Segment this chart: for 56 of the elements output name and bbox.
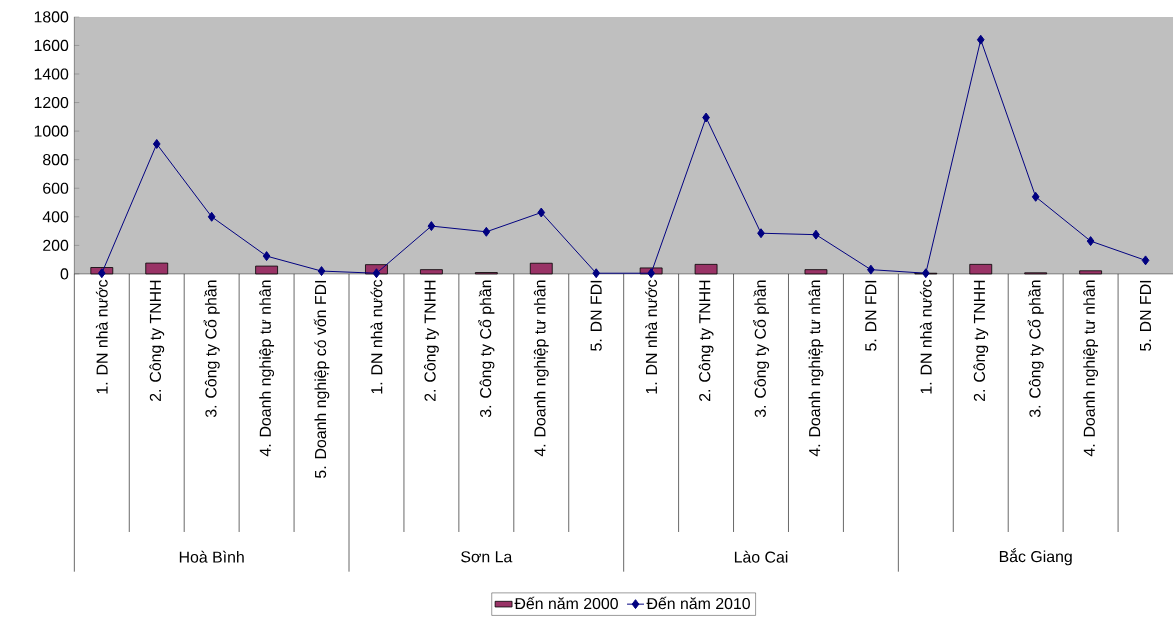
legend-label: Đến năm 2010: [646, 596, 750, 610]
x-tick-label: 4. Doanh nghiệp tư nhân: [259, 280, 275, 457]
x-tick-label: 2. Công ty TNHH: [973, 280, 989, 401]
x-tick-label: 5. DN FDI: [865, 280, 877, 351]
y-tick-label: 1200: [34, 96, 69, 109]
x-tick-label: 1. DN nhà nước: [370, 279, 383, 394]
point: [317, 265, 326, 276]
point: [976, 34, 985, 45]
y-tick-label: 1800: [34, 11, 69, 23]
x-tick-label: 1. DN nhà nước: [645, 279, 658, 394]
point: [757, 228, 765, 239]
point: [592, 268, 601, 279]
point: [1031, 191, 1040, 202]
x-tick-label: 2. Công ty TNHH: [698, 280, 714, 401]
y-tick-label: 1000: [34, 125, 69, 137]
point: [647, 268, 655, 279]
text: Sơn La: [461, 551, 513, 563]
point: [702, 112, 710, 123]
point: [482, 226, 491, 237]
legend-label: Đến năm 2000: [514, 596, 618, 610]
y-tick-label: 0: [60, 268, 69, 280]
point: [537, 207, 546, 218]
x-tick-label: 3. Công ty Cổ phần: [752, 280, 770, 417]
y-tick-label: 600: [43, 182, 69, 194]
x-tick-label: 5. Doanh nghiệp có vốn FDI: [313, 280, 330, 478]
x-tick-label: 3. Công ty Cổ phần: [478, 280, 495, 417]
y-tick-label: 800: [43, 153, 69, 166]
text: Bắc Giang: [999, 548, 1072, 566]
text: Lào Cai: [734, 550, 788, 563]
y-tick-label: 1400: [34, 68, 69, 80]
point: [152, 138, 161, 149]
x-tick-label: 3. Công ty Cổ phần: [203, 280, 220, 417]
point: [1086, 236, 1095, 246]
x-tick-label: 5. DN FDI: [1140, 280, 1152, 351]
y-tick-label: 400: [42, 211, 69, 223]
point: [97, 268, 106, 279]
point: [812, 229, 820, 240]
x-tick-label: 1. DN nhà nước: [95, 279, 108, 394]
point: [207, 211, 216, 222]
point: [867, 264, 875, 275]
x-tick-label: 1. DN nhà nước: [919, 279, 932, 394]
point: [1141, 255, 1150, 266]
x-tick-label: 5. DN FDI: [590, 280, 602, 351]
text: Hoà Bình: [179, 550, 244, 563]
x-tick-label: 4. Doanh nghiệp tư nhân: [533, 280, 549, 457]
y-tick-label: 1600: [34, 39, 69, 51]
point: [262, 250, 271, 261]
point: [427, 221, 436, 231]
x-tick-label: 4. Doanh nghiệp tư nhân: [808, 280, 824, 457]
x-tick-label: 2. Công ty TNHH: [423, 280, 439, 401]
y-tick-label: 200: [43, 239, 69, 251]
point: [372, 268, 381, 279]
x-tick-label: 3. Công ty Cổ phần: [1027, 280, 1044, 417]
x-tick-label: 4. Doanh nghiệp tư nhân: [1083, 280, 1099, 457]
point: [921, 268, 930, 279]
x-tick-label: 2. Công ty TNHH: [149, 280, 165, 401]
